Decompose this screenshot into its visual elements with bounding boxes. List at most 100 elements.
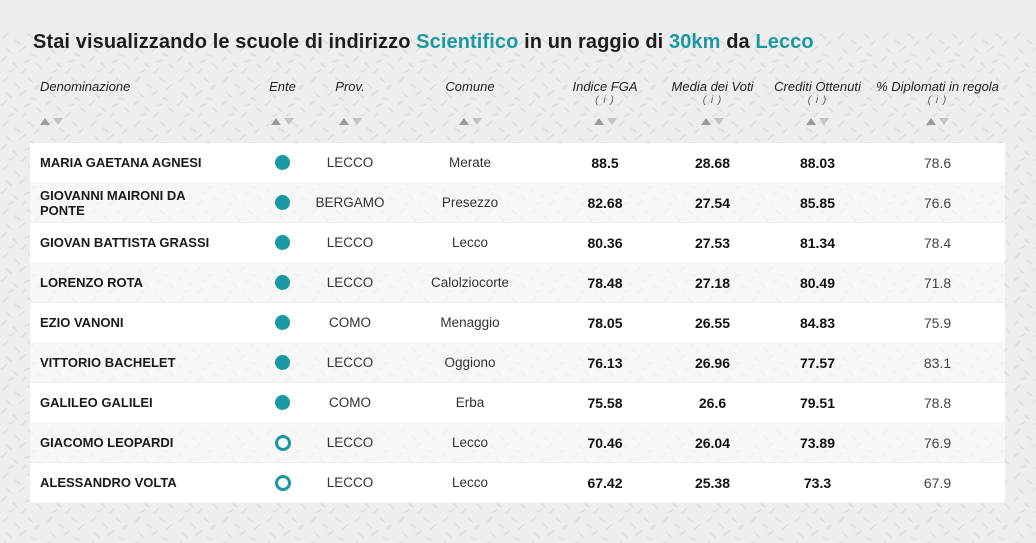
table-row[interactable]: MARIA GAETANA AGNESI LECCO Merate 88.5 2… (30, 143, 1005, 183)
table-row[interactable]: EZIO VANONI COMO Menaggio 78.05 26.55 84… (30, 303, 1005, 343)
indice-fga-cell: 75.58 (587, 394, 623, 411)
table-row[interactable]: GIACOMO LEOPARDI LECCO Lecco 70.46 26.04… (30, 423, 1005, 463)
column-header-comune[interactable]: Comune (390, 78, 550, 127)
diplomati-cell: 78.8 (923, 394, 952, 411)
column-header-ente[interactable]: Ente (255, 78, 310, 127)
sort-desc-icon[interactable] (939, 117, 949, 125)
sort-asc-icon[interactable] (806, 117, 816, 125)
column-header-crediti-ottenuti[interactable]: Crediti Ottenuti ( i ) (765, 78, 870, 127)
diplomati-cell: 76.9 (923, 434, 952, 451)
table-row[interactable]: ALESSANDRO VOLTA LECCO Lecco 67.42 25.38… (30, 463, 1005, 503)
sort-asc-icon[interactable] (458, 117, 469, 125)
crediti-cell: 81.34 (799, 234, 836, 251)
sort-control (593, 115, 617, 127)
page-title: Stai visualizzando le scuole di indirizz… (33, 31, 1036, 54)
prov-cell: LECCO (326, 155, 374, 170)
info-icon[interactable]: ( i ) (927, 95, 948, 106)
sort-desc-icon[interactable] (351, 117, 362, 125)
sort-asc-icon[interactable] (40, 117, 50, 125)
sort-desc-icon[interactable] (284, 117, 294, 125)
column-header-media-dei-voti[interactable]: Media dei Voti ( i ) (660, 78, 765, 127)
comune-cell: Lecco (451, 235, 489, 250)
media-voti-cell: 27.18 (694, 274, 731, 291)
school-name: MARIA GAETANA AGNESI (40, 155, 202, 170)
sort-asc-icon[interactable] (926, 117, 936, 125)
prov-cell: BERGAMO (315, 195, 385, 210)
ente-cell (255, 474, 310, 491)
diplomati-cell: 83.1 (923, 354, 952, 371)
title-connector: da (720, 31, 756, 53)
comune-cell: Presezzo (441, 195, 499, 210)
sort-control (271, 115, 294, 127)
sort-desc-icon[interactable] (606, 117, 617, 125)
ente-circle-icon (275, 195, 290, 210)
column-header-label: Comune (445, 79, 495, 94)
indice-fga-cell: 78.05 (587, 314, 623, 331)
crediti-cell: 88.03 (799, 154, 836, 171)
prov-cell: LECCO (326, 355, 374, 370)
ente-circle-icon (275, 395, 290, 410)
column-header-prov[interactable]: Prov. (310, 78, 390, 127)
school-name: GALILEO GALILEI (40, 395, 153, 410)
column-header-label: Media dei Voti (671, 79, 754, 94)
sort-asc-icon[interactable] (338, 117, 349, 125)
ente-cell (255, 315, 310, 330)
indice-fga-cell: 88.5 (591, 154, 619, 171)
sort-asc-icon[interactable] (701, 117, 711, 125)
table-row[interactable]: GIOVANNI MAIRONI DA PONTE BERGAMO Presez… (30, 183, 1005, 223)
diplomati-cell: 78.6 (923, 154, 952, 171)
table-row[interactable]: LORENZO ROTA LECCO Calolziocorte 78.48 2… (30, 263, 1005, 303)
comune-cell: Erba (455, 395, 485, 410)
prov-cell: COMO (329, 395, 371, 410)
school-name: ALESSANDRO VOLTA (40, 475, 177, 490)
comune-cell: Lecco (451, 435, 489, 450)
info-icon[interactable]: ( i ) (595, 95, 615, 106)
comune-cell: Calolziocorte (430, 275, 510, 290)
prov-cell: COMO (329, 315, 371, 330)
column-header-diplomati-in-regola[interactable]: % Diplomati in regola ( i ) (870, 78, 1005, 127)
ente-circle-icon (275, 275, 290, 290)
sort-asc-icon[interactable] (593, 117, 604, 125)
sort-control (926, 115, 949, 127)
table-header: Denominazione Ente Prov. Comune Indice F (30, 78, 1005, 127)
crediti-cell: 85.85 (799, 194, 836, 211)
page: Stai visualizzando le scuole di indirizz… (0, 31, 1036, 543)
column-header-label: % Diplomati in regola (876, 79, 999, 94)
media-voti-cell: 27.54 (694, 194, 731, 211)
column-header-label: Denominazione (40, 79, 131, 94)
sort-desc-icon[interactable] (819, 117, 829, 125)
column-header-label: Ente (269, 79, 296, 94)
sort-control (806, 115, 829, 127)
indice-fga-cell: 80.36 (587, 234, 623, 251)
title-middle: in un raggio di (518, 31, 669, 53)
ente-circle-icon (275, 315, 290, 330)
crediti-cell: 73.89 (799, 434, 836, 451)
school-name: VITTORIO BACHELET (40, 355, 176, 370)
ente-cell (255, 195, 310, 210)
info-icon[interactable]: ( i ) (702, 95, 723, 106)
title-subject: Scientifico (416, 31, 519, 53)
table-row[interactable]: VITTORIO BACHELET LECCO Oggiono 76.13 26… (30, 343, 1005, 383)
column-header-indice-fga[interactable]: Indice FGA ( i ) (550, 78, 660, 127)
crediti-cell: 84.83 (799, 314, 836, 331)
ente-circle-icon (275, 235, 290, 250)
school-name: GIOVANNI MAIRONI DA PONTE (40, 187, 186, 218)
table-row[interactable]: GALILEO GALILEI COMO Erba 75.58 26.6 79.… (30, 383, 1005, 423)
table-row[interactable]: GIOVAN BATTISTA GRASSI LECCO Lecco 80.36… (30, 223, 1005, 263)
ente-circle-icon (274, 434, 291, 451)
ente-cell (255, 155, 310, 170)
ente-cell (255, 275, 310, 290)
title-radius: 30km (668, 31, 721, 53)
ente-cell (255, 355, 310, 370)
column-header-denominazione[interactable]: Denominazione (30, 78, 255, 127)
diplomati-cell: 78.4 (923, 234, 952, 251)
school-name: EZIO VANONI (40, 315, 124, 330)
crediti-cell: 80.49 (799, 274, 836, 291)
sort-desc-icon[interactable] (53, 117, 63, 125)
sort-control (701, 115, 724, 127)
sort-desc-icon[interactable] (714, 117, 724, 125)
info-icon[interactable]: ( i ) (807, 95, 828, 106)
sort-asc-icon[interactable] (271, 117, 281, 125)
sort-desc-icon[interactable] (471, 117, 482, 125)
crediti-cell: 79.51 (799, 394, 836, 411)
